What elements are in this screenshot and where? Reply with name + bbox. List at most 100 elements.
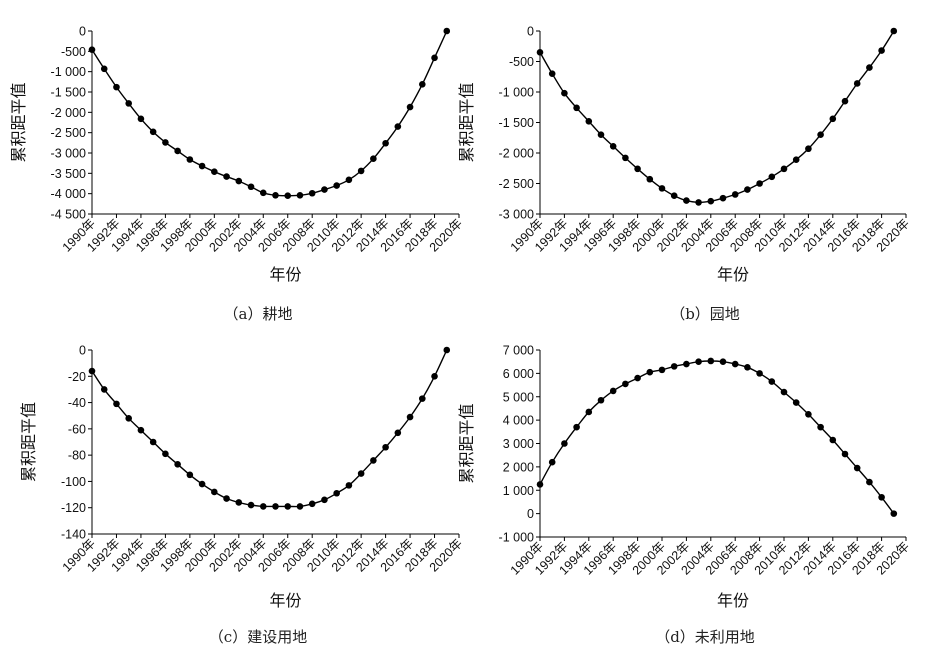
y-tick-label: 0	[79, 344, 86, 358]
y-axis-title: 累积距平值	[19, 402, 38, 482]
data-point	[853, 80, 861, 87]
data-point	[235, 177, 243, 185]
data-point	[296, 191, 304, 199]
y-tick-label: -2 000	[51, 106, 86, 120]
panel-caption: （a）耕地	[224, 305, 293, 323]
data-point	[198, 162, 206, 170]
data-point	[174, 461, 181, 468]
data-point	[162, 450, 169, 458]
data-point	[296, 503, 304, 510]
data-point	[211, 168, 218, 176]
x-axis-title: 年份	[717, 591, 749, 610]
y-tick-label: 2 000	[503, 460, 534, 474]
series-line	[539, 360, 895, 515]
data-point	[829, 115, 837, 123]
data-point	[597, 396, 605, 404]
data-point	[223, 495, 230, 502]
data-point	[817, 423, 824, 431]
data-point	[235, 499, 243, 506]
data-point	[443, 346, 451, 354]
panel-caption: （d）未利用地	[655, 628, 755, 646]
data-point	[866, 64, 873, 71]
data-point	[333, 489, 340, 497]
data-point	[345, 176, 353, 184]
y-tick-label: 5 000	[503, 390, 534, 404]
y-tick-label: -4 500	[51, 208, 86, 222]
x-axis-title: 年份	[717, 265, 749, 284]
data-point	[259, 503, 267, 510]
data-point	[780, 165, 788, 173]
data-point	[100, 65, 108, 73]
data-point	[561, 440, 568, 447]
y-tick-label: -3 000	[499, 208, 534, 222]
data-point	[805, 145, 812, 153]
data-point	[634, 165, 641, 173]
data-point	[382, 139, 389, 147]
y-tick-label: -140	[61, 528, 86, 542]
y-axis-title: 累积距平值	[457, 82, 476, 162]
data-point	[780, 388, 788, 396]
data-point	[670, 192, 678, 199]
data-point	[284, 503, 292, 510]
data-point	[333, 182, 340, 189]
y-tick-label: -3 500	[51, 167, 86, 181]
data-point	[137, 115, 145, 123]
data-point	[174, 147, 181, 155]
data-point	[707, 197, 715, 205]
data-point	[805, 410, 812, 418]
data-point	[419, 80, 426, 88]
data-point	[719, 194, 727, 202]
data-point	[149, 128, 157, 136]
data-point	[707, 357, 715, 365]
data-point	[419, 395, 426, 402]
data-point	[841, 450, 849, 458]
data-point	[357, 470, 365, 477]
chart-panel-3: 0-20-40-60-80-100-120-1401990年1992年1994年…	[19, 344, 465, 647]
data-point	[357, 167, 365, 175]
data-point	[756, 370, 763, 377]
data-point	[695, 199, 702, 206]
data-point	[223, 173, 230, 180]
y-tick-label: 0	[527, 507, 534, 521]
data-point	[866, 478, 873, 486]
panel-caption: （b）园地	[670, 305, 740, 323]
data-point	[394, 123, 402, 130]
data-point	[622, 154, 629, 162]
y-tick-label: 0	[527, 25, 534, 39]
y-tick-label: 3 000	[503, 437, 534, 451]
data-point	[768, 173, 776, 181]
data-point	[394, 429, 402, 437]
y-tick-label: -60	[68, 422, 86, 436]
data-point	[585, 408, 593, 416]
series-line	[91, 30, 448, 197]
data-point	[308, 500, 316, 508]
data-point	[597, 131, 605, 138]
data-point	[272, 191, 279, 199]
data-point	[878, 493, 885, 501]
data-point	[88, 367, 96, 375]
data-point	[646, 368, 654, 376]
data-point	[259, 189, 267, 197]
data-point	[683, 197, 690, 204]
data-point	[670, 363, 678, 370]
data-point	[622, 380, 629, 388]
data-point	[768, 378, 776, 385]
chart-panel-2: 0-500-1 000-1 500-2 000-2 500-3 0001990年…	[457, 25, 912, 324]
data-point	[113, 400, 120, 408]
panel-caption: （c）建设用地	[209, 628, 307, 646]
y-tick-label: -120	[61, 501, 86, 515]
data-point	[890, 27, 898, 35]
data-point	[658, 366, 666, 374]
data-point	[634, 374, 641, 382]
y-tick-label: -2 000	[499, 147, 534, 161]
x-axis-title: 年份	[269, 591, 301, 610]
data-point	[817, 131, 824, 138]
data-point	[284, 192, 292, 199]
data-point	[853, 464, 861, 472]
data-point	[792, 399, 800, 406]
y-tick-label: 1 000	[503, 484, 534, 498]
data-point	[878, 47, 885, 54]
data-point	[573, 104, 580, 112]
y-tick-label: -2 500	[499, 177, 534, 191]
